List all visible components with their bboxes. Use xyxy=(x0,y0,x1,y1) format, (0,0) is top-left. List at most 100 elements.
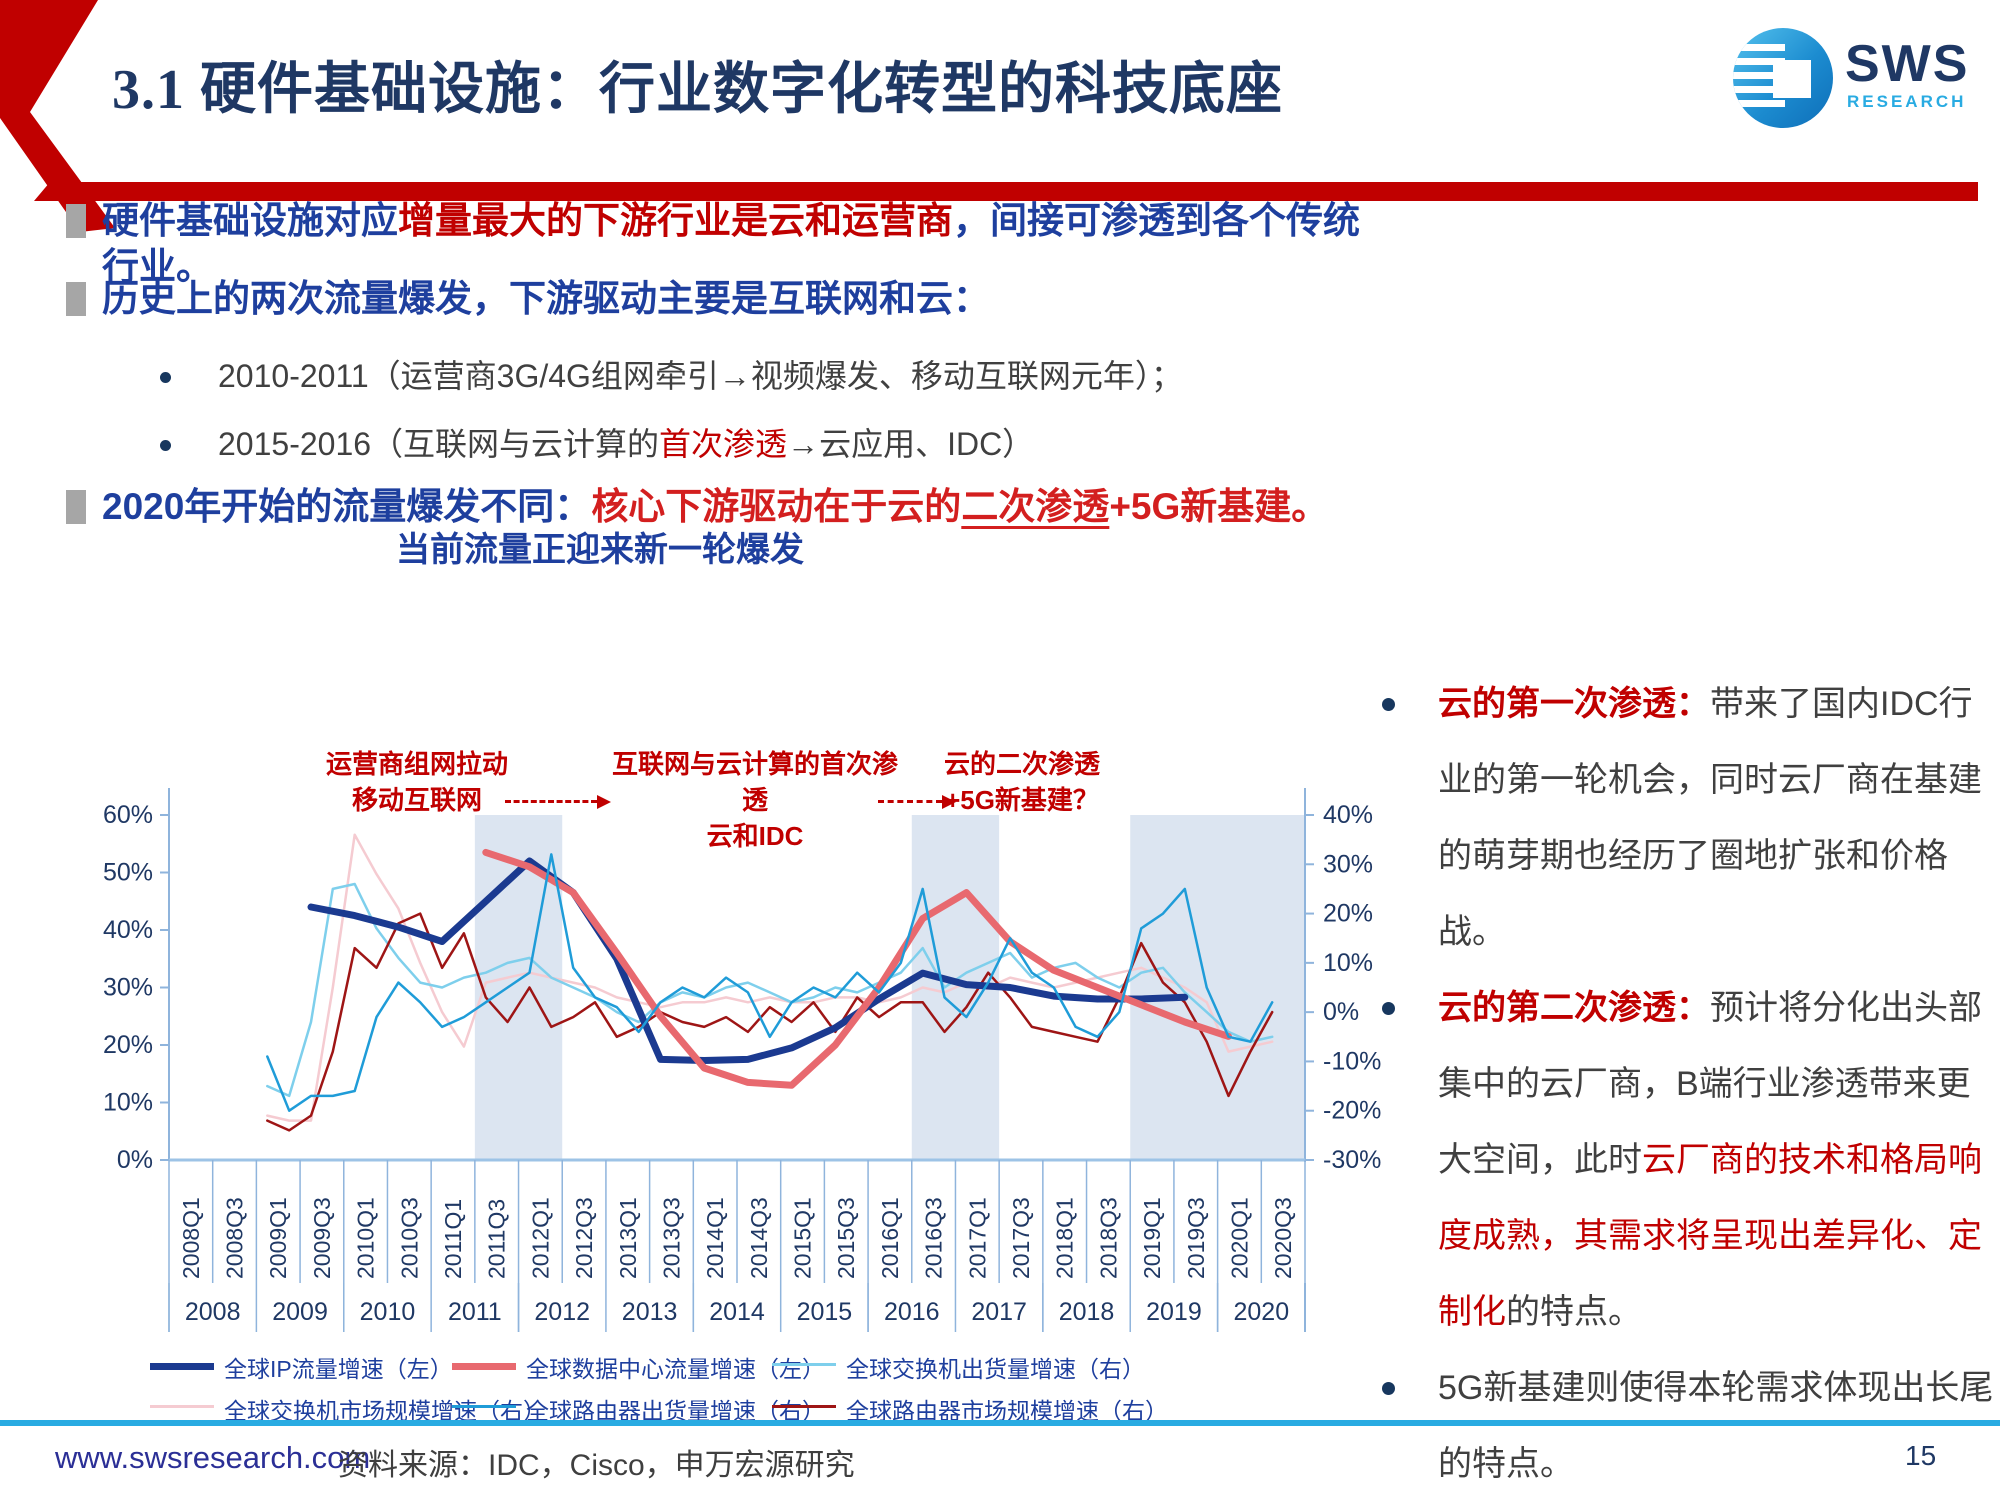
quarter-tick-label: 2008Q1 xyxy=(178,1197,204,1279)
quarter-tick-label: 2016Q3 xyxy=(921,1197,947,1279)
bullet-text: 历史上的两次流量爆发，下游驱动主要是互联网和云： xyxy=(102,276,1382,322)
dot-bullet-icon xyxy=(1382,698,1395,711)
annotation-line: 云和IDC xyxy=(706,821,804,851)
quarter-tick-label: 2020Q1 xyxy=(1226,1197,1252,1279)
dashed-arrow-icon xyxy=(505,795,611,809)
left-axis-label: 30% xyxy=(103,974,153,1002)
year-tick-label: 2008 xyxy=(185,1298,241,1326)
text-segment: 预计将分化出头部集中的云厂商，B端行业渗透带来更大空间，此时 xyxy=(1438,989,1982,1179)
sws-logo: SWS RESEARCH xyxy=(1733,26,1967,134)
logo-text: SWS xyxy=(1845,35,1970,93)
dashed-arrow-icon xyxy=(878,795,956,809)
bullet-text: 2010-2011（运营商3G/4G组网牵引→视频爆发、移动互联网元年）； xyxy=(218,356,1498,396)
right-axis-label: 0% xyxy=(1323,998,1359,1026)
text-segment: 云厂商的技术和格局响度成熟，其需求将呈现出差异化、定制化 xyxy=(1438,1141,1982,1331)
footer-url-link[interactable]: www.swsresearch.com xyxy=(55,1440,371,1475)
legend-line-swatch xyxy=(452,1405,516,1408)
quarter-tick-label: 2016Q1 xyxy=(877,1197,903,1279)
quarter-tick-label: 2012Q1 xyxy=(527,1197,553,1279)
series-line xyxy=(266,882,1274,1098)
annotation-line: +5G新基建？ xyxy=(945,785,1099,815)
page-number: 15 xyxy=(1905,1440,1937,1471)
text-segment: 核心下游驱动在于云的 xyxy=(591,486,962,527)
bullet-text: 2020年开始的流量爆发不同：核心下游驱动在于云的二次渗透+5G新基建。 xyxy=(102,484,1382,530)
quarter-tick-label: 2015Q1 xyxy=(790,1197,816,1279)
square-bullet-icon xyxy=(66,490,86,524)
quarter-tick-label: 2013Q3 xyxy=(658,1197,684,1279)
panel-bullet: 云的第一次渗透：带来了国内IDC行业的第一轮机会，同时云厂商在基建的萌芽期也经历… xyxy=(1352,666,2000,970)
legend-line-swatch xyxy=(150,1363,214,1370)
left-axis-label: 60% xyxy=(103,801,153,829)
quarter-tick-label: 2019Q1 xyxy=(1139,1197,1165,1279)
logo-subtext: RESEARCH xyxy=(1847,92,1967,111)
dot-bullet-icon xyxy=(160,440,171,451)
series-line xyxy=(266,853,1274,1112)
quarter-tick-label: 2014Q1 xyxy=(702,1197,728,1279)
quarter-tick-label: 2013Q1 xyxy=(615,1197,641,1279)
text-segment: 首次渗透 xyxy=(659,426,788,462)
annotation-line: 移动互联网 xyxy=(351,785,482,815)
chart-annotation: 互联网与云计算的首次渗透 云和IDC xyxy=(600,746,910,854)
series-line xyxy=(482,848,1232,1089)
right-axis-label: 10% xyxy=(1323,949,1373,977)
panel-bullet: 云的第二次渗透：预计将分化出头部集中的云厂商，B端行业渗透带来更大空间，此时云厂… xyxy=(1352,970,2000,1350)
year-tick-label: 2013 xyxy=(622,1298,678,1326)
quarter-tick-label: 2010Q1 xyxy=(353,1197,379,1279)
right-text-panel: 云的第一次渗透：带来了国内IDC行业的第一轮机会，同时云厂商在基建的萌芽期也经历… xyxy=(1352,666,2000,1500)
bullet-text: 2015-2016（互联网与云计算的首次渗透→云应用、IDC） xyxy=(218,424,1498,464)
year-tick-label: 2014 xyxy=(709,1298,765,1326)
legend-line-swatch xyxy=(452,1363,516,1370)
text-segment: 2020年开始的流量爆发不同： xyxy=(102,486,592,527)
year-tick-label: 2012 xyxy=(534,1298,590,1326)
right-axis-label: 30% xyxy=(1323,850,1373,878)
square-bullet-icon xyxy=(66,282,86,316)
text-segment: 硬件基础设施对应 xyxy=(102,200,398,241)
legend-label: 全球数据中心流量增速（左） xyxy=(526,1356,825,1382)
quarter-tick-label: 2011Q1 xyxy=(440,1199,466,1279)
legend-label: 全球交换机出货量增速（右） xyxy=(846,1356,1145,1382)
text-segment: +5G新基建。 xyxy=(1109,486,1329,527)
text-segment: 历史上的两次流量爆发，下游驱动主要是互联网和云： xyxy=(102,278,990,319)
quarter-tick-label: 2009Q1 xyxy=(265,1197,291,1279)
dot-bullet-icon xyxy=(1382,1002,1395,1015)
year-tick-label: 2018 xyxy=(1059,1298,1115,1326)
year-tick-label: 2011 xyxy=(448,1298,502,1326)
quarter-tick-label: 2020Q3 xyxy=(1270,1197,1296,1279)
quarter-tick-label: 2008Q3 xyxy=(222,1197,248,1279)
text-segment: 云的第一次渗透： xyxy=(1438,685,1710,723)
sws-logo-icon xyxy=(1733,28,1833,128)
legend-label: 全球路由器出货量增速（右） xyxy=(526,1398,825,1424)
chart-title: 当前流量正迎来新一轮爆发 xyxy=(396,531,804,569)
quarter-tick-label: 2010Q3 xyxy=(396,1197,422,1279)
panel-bullet: 5G新基建则使得本轮需求体现出长尾的特点。 xyxy=(1352,1350,2000,1500)
quarter-tick-label: 2011Q3 xyxy=(484,1199,510,1279)
legend-line-swatch xyxy=(772,1405,836,1408)
annotation-line: 运营商组网拉动 xyxy=(325,749,508,779)
right-axis-label: -30% xyxy=(1323,1146,1381,1174)
year-tick-label: 2010 xyxy=(360,1298,416,1326)
square-bullet-icon xyxy=(66,204,86,238)
right-axis-label: 20% xyxy=(1323,900,1373,928)
text-segment: 5G新基建则使得本轮需求体现出长尾的特点。 xyxy=(1438,1369,1994,1483)
legend-label: 全球交换机市场规模增速（右） xyxy=(224,1398,546,1424)
logo-square xyxy=(1773,60,1811,98)
dot-bullet-icon xyxy=(160,372,171,383)
quarter-tick-label: 2015Q3 xyxy=(833,1197,859,1279)
left-axis-label: 40% xyxy=(103,916,153,944)
dot-bullet-icon xyxy=(1382,1382,1395,1395)
text-segment: ，间接可渗透到各个传统行业。 xyxy=(102,200,1360,288)
quarter-tick-label: 2017Q1 xyxy=(964,1197,990,1279)
left-axis-label: 0% xyxy=(117,1146,153,1174)
traffic-growth-chart: 60% 50% 40% 30% 20% 10% 0% 40% 30% 20% 10% 0% -10% -2… xyxy=(103,788,1381,1332)
series-line xyxy=(266,833,1274,1122)
legend-label: 全球路由器市场规模增速（右） xyxy=(846,1398,1168,1424)
chart-annotation: 运营商组网拉动 移动互联网 xyxy=(288,746,546,818)
text-segment: 带来了国内IDC行业的第一轮机会，同时云厂商在基建的萌芽期也经历了圈地扩张和价格… xyxy=(1438,685,1982,951)
quarter-tick-label: 2018Q3 xyxy=(1095,1197,1121,1279)
right-axis-label: -10% xyxy=(1323,1047,1381,1075)
text-segment: 二次渗透 xyxy=(961,486,1110,527)
text-segment: 2010-2011（运营商3G/4G组网牵引→视频爆发、移动互联网元年）； xyxy=(218,358,1183,394)
legend-line-swatch xyxy=(772,1363,836,1366)
series-line xyxy=(266,912,1274,1132)
